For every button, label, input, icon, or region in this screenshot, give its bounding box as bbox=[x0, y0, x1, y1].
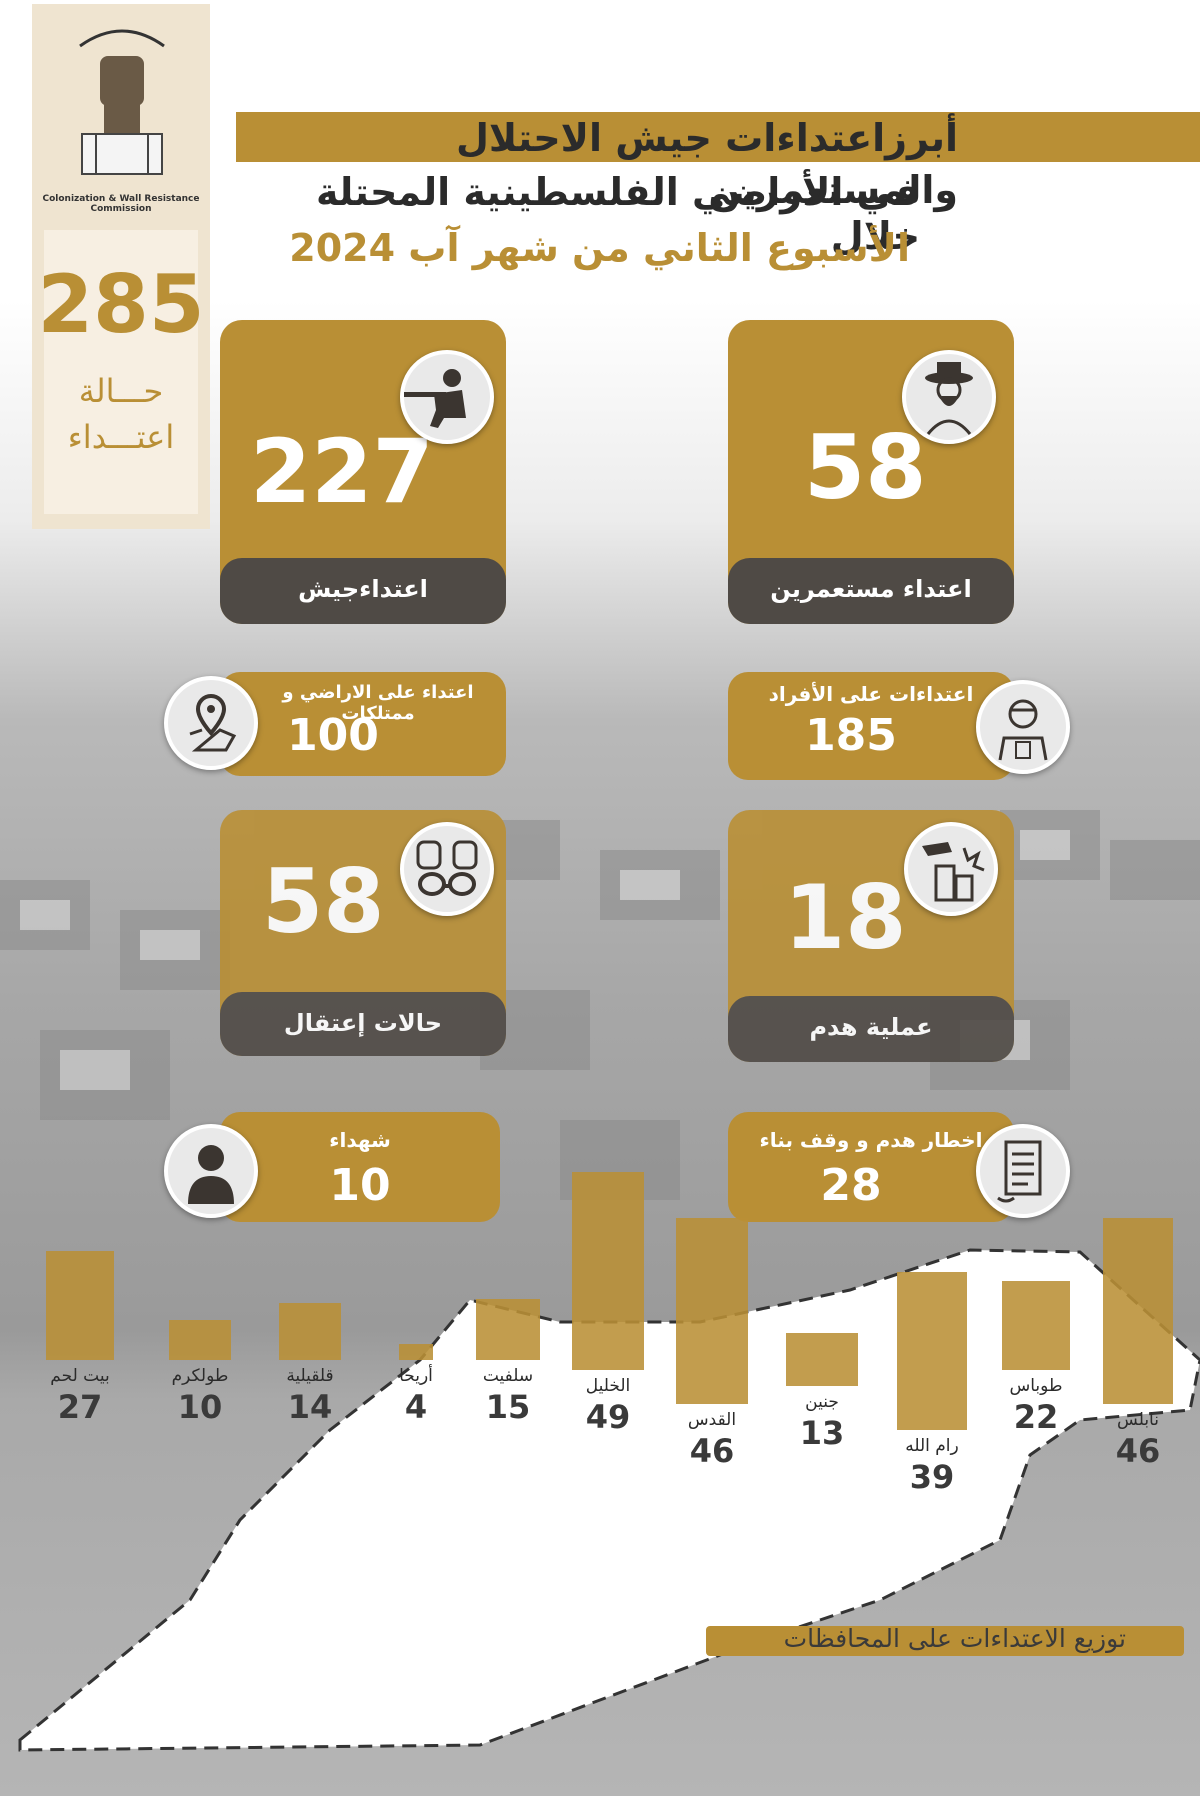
bar-label-2: قلقيلية bbox=[286, 1366, 334, 1386]
bar-9 bbox=[1002, 1280, 1070, 1370]
martyrs-value: 10 bbox=[329, 1160, 391, 1211]
bar-label-5: الخليل bbox=[585, 1376, 631, 1396]
bar-3 bbox=[399, 1343, 433, 1360]
bar-value-9: 22 bbox=[1013, 1398, 1059, 1436]
document-icon bbox=[976, 1124, 1070, 1218]
bar-value-2: 14 bbox=[287, 1388, 333, 1426]
bar-label-4: سلفيت bbox=[482, 1366, 534, 1386]
bar-8 bbox=[897, 1272, 967, 1430]
total-label-2: اعتـــداء bbox=[67, 418, 175, 456]
arrests-label: حالات إعتقال bbox=[220, 992, 506, 1056]
bar-label-3: أريحا bbox=[399, 1366, 433, 1386]
land-card: اعتداء على الاراضي و ممتلكات 100 bbox=[220, 672, 506, 776]
bar-value-4: 15 bbox=[485, 1388, 531, 1426]
bar-value-5: 49 bbox=[585, 1398, 631, 1436]
bar-value-0: 27 bbox=[57, 1388, 103, 1426]
notices-value: 28 bbox=[820, 1160, 882, 1211]
logo-caption: Colonization & Wall Resistance Commissio… bbox=[42, 194, 200, 214]
page-period: الأسبوع الثاني من شهر آب 2024 bbox=[289, 226, 910, 270]
bar-5 bbox=[572, 1171, 644, 1370]
total-panel bbox=[44, 230, 198, 514]
notices-card: اخطار هدم و وقف بناء 28 bbox=[728, 1112, 1014, 1222]
handcuffs-icon bbox=[400, 822, 494, 916]
bar-4 bbox=[476, 1299, 540, 1360]
bar-6 bbox=[676, 1217, 748, 1404]
martyrs-card: شهداء 10 bbox=[220, 1112, 500, 1222]
demolition-icon bbox=[904, 822, 998, 916]
individuals-card: اعتداءات على الأفراد 185 bbox=[728, 672, 1014, 780]
bar-value-3: 4 bbox=[404, 1388, 428, 1426]
bar-value-6: 46 bbox=[689, 1432, 735, 1470]
bar-label-9: طوباس bbox=[1009, 1376, 1063, 1396]
settler-icon bbox=[902, 350, 996, 444]
bar-label-8: رام الله bbox=[905, 1436, 959, 1456]
settlers-label: اعتداء مستعمرين bbox=[728, 558, 1014, 624]
bar-1 bbox=[169, 1319, 231, 1360]
land-label: اعتداء على الاراضي و ممتلكات bbox=[282, 682, 474, 724]
person-icon bbox=[164, 1124, 258, 1218]
army-card: 227 اعتداءجيش bbox=[220, 320, 506, 624]
footer-bar bbox=[706, 1626, 1184, 1656]
martyrs-label: شهداء bbox=[329, 1128, 391, 1152]
army-label: اعتداءجيش bbox=[220, 558, 506, 624]
page-title: أبرزاعتداءات جيش الاحتلال والمستعمرين bbox=[455, 116, 958, 212]
injured-person-icon bbox=[976, 680, 1070, 774]
land-value: 100 bbox=[287, 710, 379, 761]
individuals-label: اعتداءات على الأفراد bbox=[768, 682, 974, 706]
army-value: 227 bbox=[250, 420, 434, 523]
soldier-icon bbox=[394, 350, 494, 444]
bar-10 bbox=[1103, 1217, 1173, 1404]
page-subtitle: في الأراضي الفلسطينية المحتلة خلال bbox=[315, 170, 920, 258]
map-pin-icon bbox=[164, 676, 258, 770]
fist-logo-icon bbox=[79, 29, 165, 175]
total-label: حـــالة bbox=[78, 372, 164, 410]
bar-2 bbox=[279, 1303, 341, 1360]
bar-label-6: القدس bbox=[687, 1410, 737, 1430]
bar-label-1: طولكرم bbox=[171, 1366, 229, 1386]
bar-value-10: 46 bbox=[1115, 1432, 1161, 1470]
individuals-value: 185 bbox=[805, 710, 897, 761]
chart-title: توزيع الاعتداءات على المحافظات bbox=[783, 1624, 1126, 1653]
bar-value-8: 39 bbox=[909, 1458, 955, 1496]
bar-label-0: بيت لحم bbox=[50, 1366, 110, 1386]
bar-label-7: جنين bbox=[805, 1392, 839, 1412]
bar-value-7: 13 bbox=[799, 1414, 845, 1452]
title-bar bbox=[236, 112, 1200, 162]
demolitions-value: 18 bbox=[784, 866, 907, 969]
demolitions-label: عملية هدم bbox=[728, 996, 1014, 1062]
bar-7 bbox=[786, 1333, 858, 1386]
bar-value-1: 10 bbox=[177, 1388, 223, 1426]
settlers-value: 58 bbox=[804, 416, 927, 519]
notices-label: اخطار هدم و وقف بناء bbox=[759, 1128, 983, 1152]
arrests-value: 58 bbox=[262, 850, 385, 953]
bar-0 bbox=[46, 1250, 114, 1360]
bar-label-10: نابلس bbox=[1117, 1410, 1159, 1430]
total-value: 285 bbox=[37, 258, 205, 351]
